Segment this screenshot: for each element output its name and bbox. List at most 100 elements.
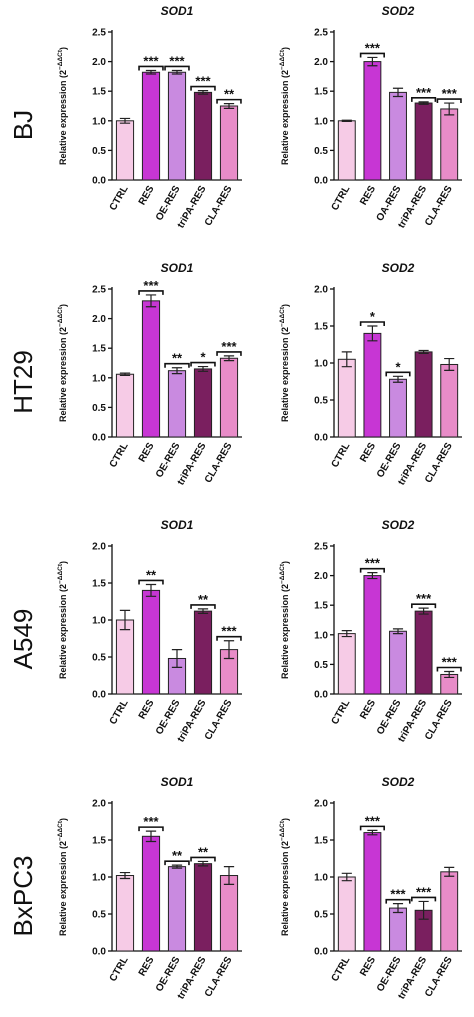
error-bar bbox=[367, 572, 378, 580]
error-bar bbox=[197, 608, 209, 614]
y-axis-label-close: ) bbox=[280, 47, 290, 50]
significance-label: *** bbox=[195, 74, 211, 89]
bar bbox=[193, 368, 213, 438]
error-bar bbox=[171, 367, 183, 375]
significance-bracket bbox=[216, 351, 242, 356]
error-bar bbox=[119, 117, 131, 124]
error-bar bbox=[341, 630, 352, 638]
bar bbox=[440, 363, 459, 438]
y-axis-label-text: Relative expression (2 bbox=[58, 70, 68, 165]
x-tick-label: CTRL bbox=[108, 698, 131, 727]
significance-bracket bbox=[436, 98, 462, 104]
error-bar bbox=[145, 69, 157, 75]
error-bar bbox=[367, 829, 378, 836]
y-axis-label-exponent: −ΔΔCt bbox=[279, 820, 286, 841]
error-bar bbox=[418, 101, 429, 105]
y-tick-label: 2.0 bbox=[314, 799, 328, 810]
significance-bracket bbox=[138, 290, 164, 295]
chart-title: SOD2 bbox=[382, 4, 415, 18]
y-tick-label: 2.5 bbox=[314, 542, 328, 553]
significance-bracket bbox=[385, 898, 411, 904]
bar bbox=[115, 120, 135, 181]
y-tick-label: 2.0 bbox=[314, 285, 328, 296]
y-tick-label: 1.0 bbox=[92, 116, 106, 127]
significance-bracket bbox=[411, 603, 437, 609]
error-bar bbox=[171, 69, 183, 75]
y-tick-label: 1.0 bbox=[314, 630, 328, 641]
error-bar bbox=[367, 325, 378, 342]
bar bbox=[363, 332, 382, 438]
y-tick-label: 0.0 bbox=[314, 176, 328, 187]
error-bar bbox=[418, 607, 429, 615]
chart-title: SOD2 bbox=[382, 775, 415, 789]
significance-bracket bbox=[164, 362, 190, 368]
error-bar bbox=[223, 640, 235, 660]
y-axis-label-exponent: −ΔΔCt bbox=[279, 306, 286, 327]
bar bbox=[141, 300, 161, 438]
y-axis-label-exponent: −ΔΔCt bbox=[57, 49, 64, 70]
y-tick-label: 0.5 bbox=[92, 653, 106, 664]
y-tick-label: 0.0 bbox=[314, 433, 328, 444]
y-tick-label: 0.5 bbox=[314, 396, 328, 407]
bar bbox=[219, 357, 239, 438]
significance-label: *** bbox=[143, 278, 159, 293]
significance-label: *** bbox=[442, 86, 458, 101]
significance-label: *** bbox=[365, 813, 381, 828]
y-tick-label: 0.5 bbox=[314, 146, 328, 157]
y-tick-label: 1.5 bbox=[314, 601, 328, 612]
chart-title: SOD2 bbox=[382, 261, 415, 275]
x-tick-label: RES bbox=[358, 955, 378, 979]
y-axis-label-exponent: −ΔΔCt bbox=[279, 49, 286, 70]
y-tick-label: 1.0 bbox=[92, 616, 106, 627]
bar bbox=[141, 71, 161, 181]
y-tick-label: 2.0 bbox=[92, 799, 106, 810]
significance-label: *** bbox=[221, 339, 237, 354]
significance-label: *** bbox=[416, 85, 432, 100]
y-tick-label: 2.5 bbox=[92, 28, 106, 39]
chart-title: SOD1 bbox=[161, 775, 194, 789]
y-tick-label: 2.0 bbox=[314, 571, 328, 582]
error-bar bbox=[223, 103, 235, 109]
y-axis-label-text: Relative expression (2 bbox=[280, 327, 290, 422]
x-tick-label: RES bbox=[137, 441, 157, 465]
error-bar bbox=[223, 866, 235, 885]
y-tick-label: 0.5 bbox=[92, 146, 106, 157]
significance-bracket bbox=[436, 666, 462, 672]
y-tick-label: 1.5 bbox=[92, 836, 106, 847]
error-bar bbox=[145, 294, 157, 308]
significance-bracket bbox=[164, 860, 190, 866]
y-tick-label: 1.5 bbox=[314, 322, 328, 333]
significance-bracket bbox=[216, 635, 242, 641]
significance-bracket bbox=[359, 321, 385, 326]
y-axis-label: Relative expression (2−ΔΔCt) bbox=[279, 561, 290, 679]
y-axis-label-text: Relative expression (2 bbox=[58, 327, 68, 422]
error-bar bbox=[197, 365, 209, 372]
x-tick-label: RES bbox=[137, 698, 157, 722]
y-tick-label: 0.5 bbox=[92, 910, 106, 921]
significance-bracket bbox=[359, 567, 385, 573]
y-tick-label: 1.0 bbox=[314, 116, 328, 127]
chart-title: SOD1 bbox=[161, 4, 194, 18]
x-tick-label: OE-RES bbox=[375, 698, 404, 737]
y-axis-label: Relative expression (2−ΔΔCt) bbox=[279, 304, 290, 422]
y-axis-label: Relative expression (2−ΔΔCt) bbox=[57, 47, 68, 165]
bar bbox=[363, 575, 382, 695]
bar bbox=[389, 378, 407, 438]
y-tick-label: 0.5 bbox=[314, 660, 328, 671]
bar bbox=[440, 108, 459, 181]
bar bbox=[389, 630, 407, 695]
y-tick-label: 2.0 bbox=[92, 57, 106, 68]
bar bbox=[115, 875, 135, 952]
y-tick-label: 0.0 bbox=[92, 690, 106, 701]
x-tick-label: CTRL bbox=[330, 184, 353, 213]
significance-bracket bbox=[138, 826, 164, 832]
y-tick-label: 0.0 bbox=[92, 176, 106, 187]
bar bbox=[337, 633, 356, 695]
y-axis-label: Relative expression (2−ΔΔCt) bbox=[57, 818, 68, 936]
y-axis-label-close: ) bbox=[280, 561, 290, 564]
bar bbox=[440, 871, 459, 952]
significance-label: ** bbox=[172, 351, 183, 366]
error-bar bbox=[171, 649, 183, 668]
error-bar bbox=[367, 56, 378, 67]
significance-label: ** bbox=[198, 844, 209, 859]
